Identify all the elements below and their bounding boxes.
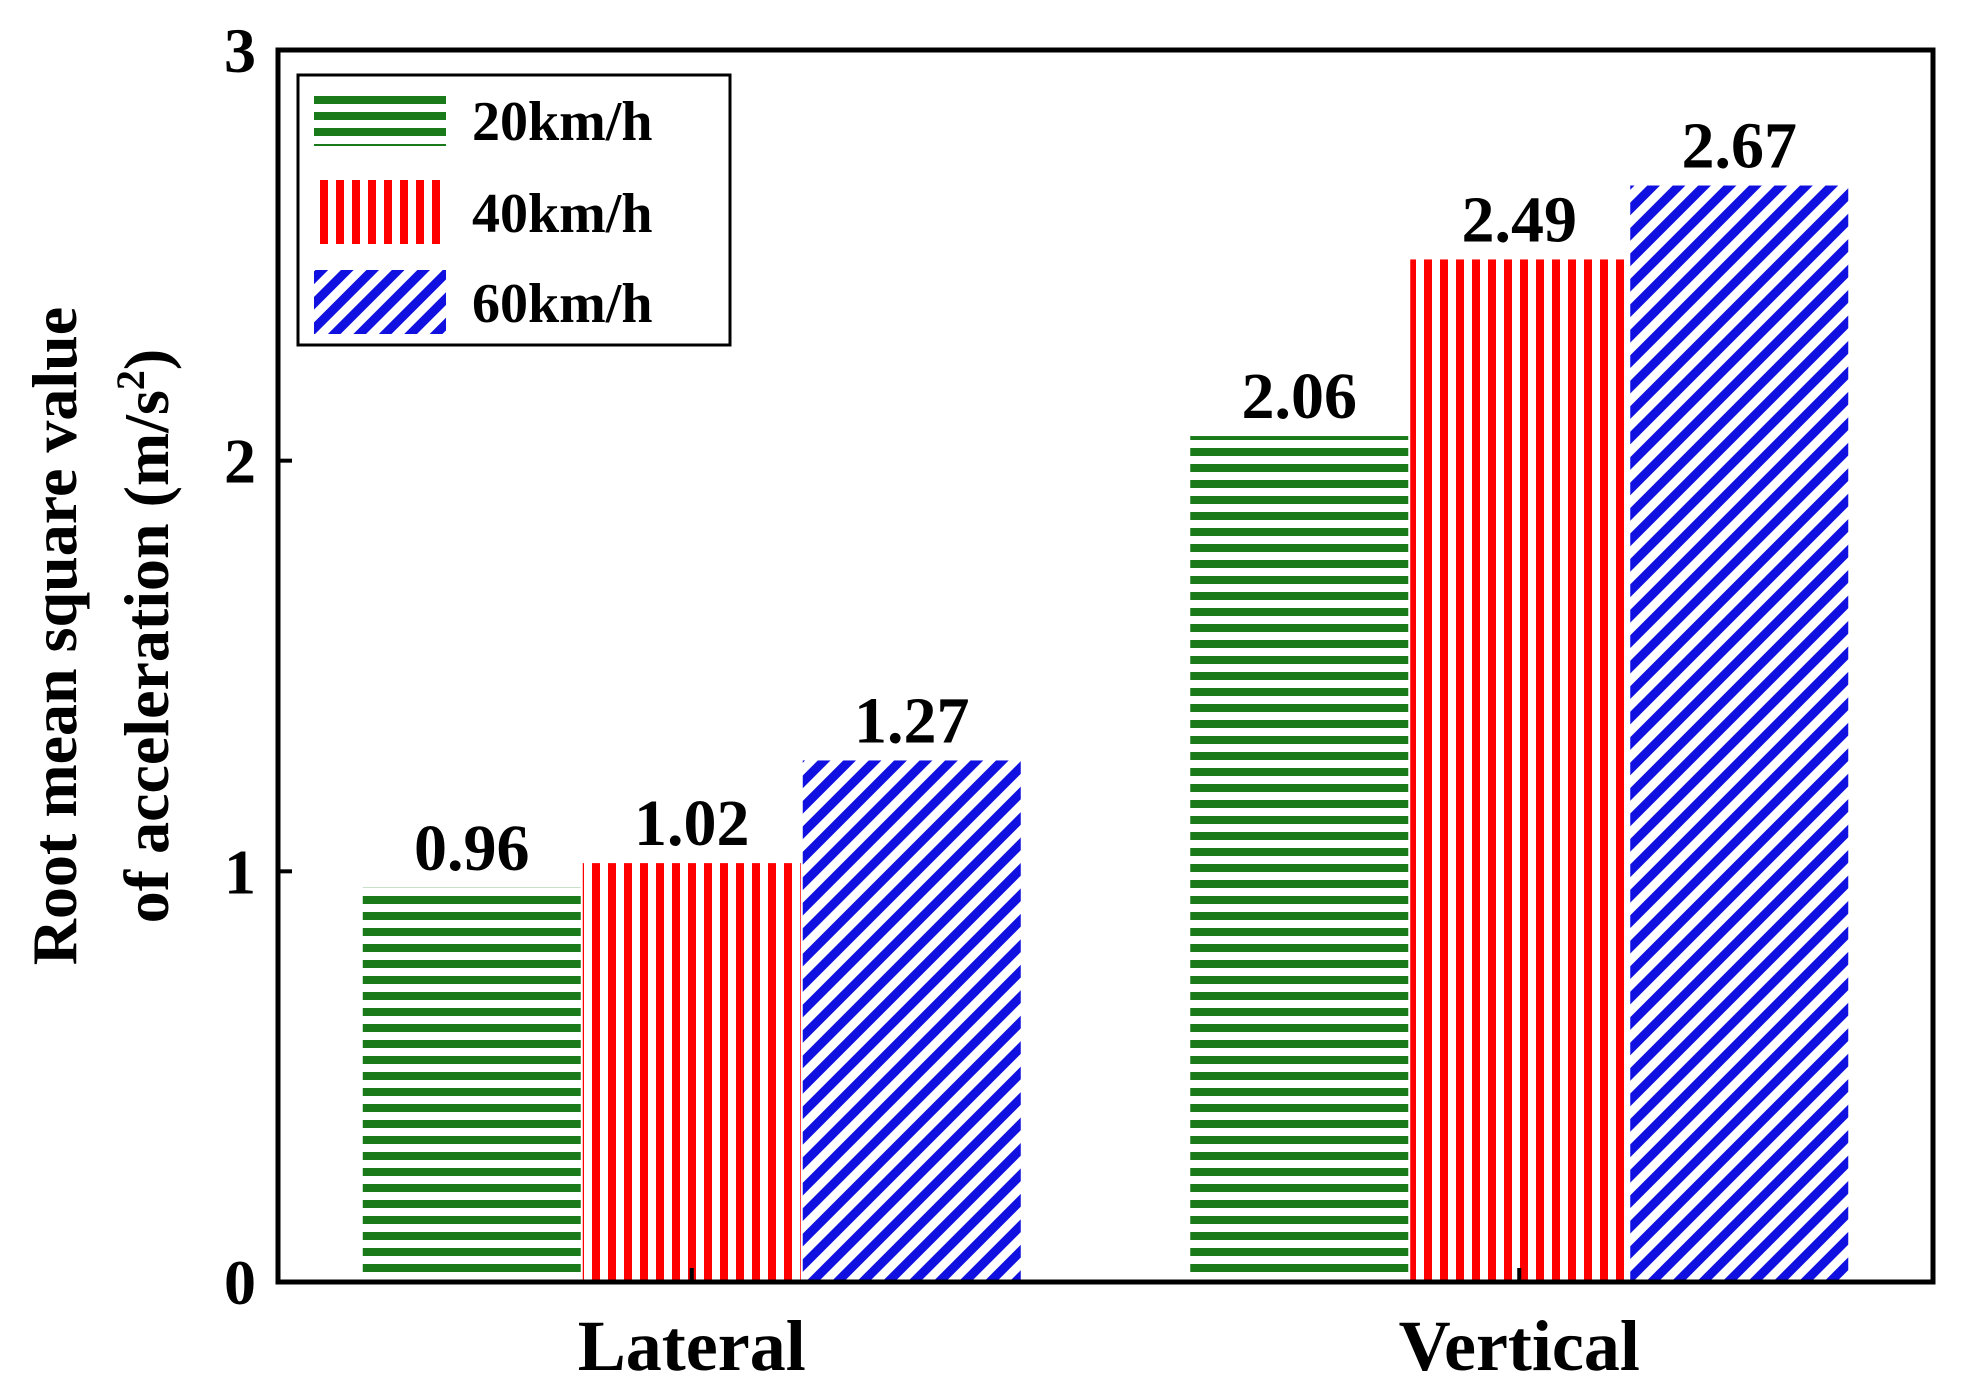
bar-vertical-20kmh	[1190, 436, 1409, 1282]
y-tick-label: 1	[224, 836, 256, 907]
bar-vertical-40kmh	[1410, 259, 1629, 1282]
data-label-lateral-20kmh: 0.96	[414, 812, 530, 885]
x-category-label-lateral: Lateral	[578, 1306, 806, 1386]
data-label-lateral-40kmh: 1.02	[634, 787, 750, 860]
y-axis-title-superscript: 2	[108, 370, 153, 390]
legend-label-20kmh: 20km/h	[472, 91, 653, 153]
legend-label-40kmh: 40km/h	[472, 183, 653, 245]
bar-lateral-40kmh	[582, 863, 801, 1282]
x-axis-categories: Lateral Vertical	[578, 1268, 1640, 1386]
y-axis-title: Root mean square value of acceleration (…	[19, 307, 182, 965]
x-category-label-vertical: Vertical	[1399, 1306, 1640, 1386]
y-axis-title-line2: of acceleration (m/s2)	[108, 349, 182, 923]
y-tick-label: 0	[224, 1247, 256, 1318]
bars	[362, 185, 1849, 1282]
data-label-vertical-60kmh: 2.67	[1682, 110, 1798, 183]
legend-swatch-60kmh	[314, 270, 446, 334]
legend: 20km/h 40km/h 60km/h	[296, 73, 732, 347]
plot-frame	[275, 47, 1936, 1285]
y-axis-title-line1: Root mean square value	[19, 307, 90, 965]
bar-lateral-20kmh	[362, 887, 581, 1282]
legend-swatch-20kmh	[314, 92, 446, 146]
legend-swatch-40kmh	[314, 180, 446, 244]
data-label-lateral-60kmh: 1.27	[854, 684, 970, 757]
legend-label-60kmh: 60km/h	[472, 273, 653, 335]
data-label-vertical-40kmh: 2.49	[1462, 183, 1578, 256]
y-axis-ticks: 0 1 2 3	[224, 15, 292, 1318]
y-tick-label: 3	[224, 15, 256, 86]
data-label-vertical-20kmh: 2.06	[1242, 360, 1358, 433]
bar-vertical-60kmh	[1630, 185, 1849, 1282]
bar-lateral-60kmh	[802, 760, 1021, 1282]
y-tick-label: 2	[224, 426, 256, 497]
data-labels: 0.96 1.02 1.27 2.06 2.49 2.67	[414, 110, 1797, 885]
